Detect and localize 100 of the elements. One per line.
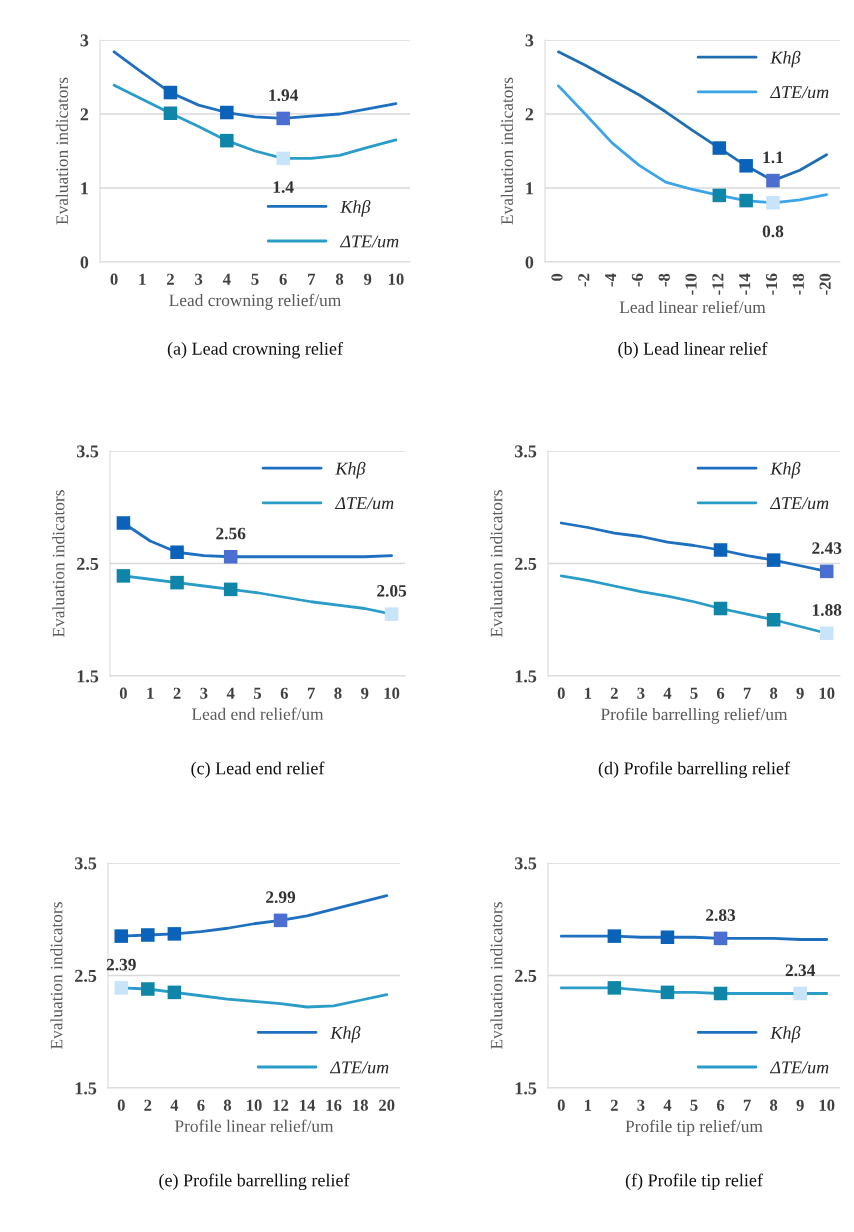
y-tick-label: 3.5 [515,857,537,870]
x-tick-label: -6 [631,273,644,287]
y-tick-label: 3 [80,34,89,47]
point [114,981,129,995]
y-tick-label: 2.5 [515,969,537,983]
data-label: 2.43 [812,542,842,555]
x-tick-label: 0 [110,273,118,285]
x-tick-label: -12 [712,273,724,295]
x-tick-label: 10 [819,1099,835,1111]
legend-label: ΔTE/um [329,1061,389,1074]
x-tick-label: 4 [663,1099,672,1111]
x-tick-label: 10 [819,687,835,699]
x-tick-label: 0 [557,687,565,699]
x-tick-label: 5 [254,687,262,699]
x-tick-label: 5 [251,273,259,285]
x-tick-label: 18 [353,1099,368,1111]
y-tick-label: 3 [525,34,534,47]
text: (d) Profile barrelling relief [598,761,791,779]
x-tick-label: 0 [117,1099,125,1111]
data-label: 1.88 [812,604,842,616]
y-tick-label: 0 [525,256,534,269]
x-tick-label: 8 [770,1099,778,1111]
x-tick-label: 7 [743,687,751,699]
x-axis-title: Profile linear relief/um [174,1119,334,1132]
y-tick-label: 1.5 [75,1082,97,1095]
x-tick-label: 2 [144,1099,152,1111]
y-tick-label: 0 [80,256,89,269]
legend-label: Khβ [770,1026,801,1043]
x-tick-label: 9 [796,687,804,699]
x-tick-label: 3 [200,687,208,699]
x-tick-label: 4 [226,687,235,699]
x-tick-label: 6 [716,687,725,699]
x-tick-label: 7 [743,1099,751,1111]
data-label: 2.56 [216,527,246,540]
x-tick-label: 8 [334,687,342,699]
y-tick-label: 2.5 [515,557,537,571]
data-label: 2.99 [266,891,296,904]
legend-label: ΔTE/um [334,497,394,510]
x-axis-title: Lead crowning relief/um [169,293,342,310]
y-tick-label: 2 [80,108,89,121]
x-tick-label: 9 [361,687,369,699]
legend-label: ΔTE/um [769,1061,829,1074]
point [114,929,129,943]
text: (b) Lead linear relief [618,341,768,359]
data-label: 1.4 [273,181,294,193]
point [167,927,182,941]
x-tick-label: -14 [739,273,751,295]
y-tick-label: 3.5 [75,857,97,870]
point [141,928,155,942]
x-tick-label: 2 [173,687,181,699]
legend-label: ΔTE/um [339,235,399,248]
y-tick-label: 3.5 [515,445,537,458]
x-tick-label: -10 [685,273,697,295]
x-tick-label: 6 [279,273,287,285]
x-tick-label: 2 [610,687,618,699]
y-tick-label: 3.5 [77,445,99,458]
y-tick-label: 1.5 [77,670,99,683]
legend-label: Khβ [340,200,371,217]
x-tick-label: 10 [388,273,404,285]
data-label: 2.34 [785,964,816,977]
x-tick-label: -18 [792,273,804,295]
x-tick-label: 8 [223,1099,232,1111]
x-tick-label: 5 [690,1099,698,1111]
legend-label: Khβ [330,1026,361,1043]
y-tick-label: 1 [81,182,88,195]
text: (a) Lead crowning relief [167,341,343,359]
y-tick-label: 1.5 [515,670,537,683]
x-tick-label: 20 [379,1099,395,1111]
legend-label: ΔTE/um [769,497,829,510]
data-label: 1.1 [763,151,783,164]
x-tick-label: 2 [166,273,174,285]
x-tick-label: 9 [796,1099,804,1111]
x-tick-label: 3 [195,273,203,285]
y-tick-label: 2.5 [77,557,99,571]
x-tick-label: -2 [578,273,590,287]
y-axis-title: Evaluation indicators [50,902,63,1050]
text: (f) Profile tip relief [625,1173,763,1191]
x-tick-label: 6 [197,1099,205,1111]
x-tick-label: 7 [307,687,315,699]
x-tick-label: -8 [658,273,670,287]
x-tick-label: -4 [605,273,617,287]
x-tick-label: 3 [637,687,645,699]
x-axis-title: Lead linear relief/um [619,300,766,314]
x-axis-title: Profile barrelling relief/um [600,707,788,724]
x-tick-label: 8 [335,273,344,285]
x-tick-label: 0 [119,687,127,699]
x-tick-label: 4 [222,273,231,285]
x-tick-label: 0 [551,273,563,281]
y-axis-title: Evaluation indicators [500,77,513,225]
y-tick-label: 1 [526,182,533,195]
x-tick-label: 7 [308,273,316,285]
x-tick-label: 4 [170,1099,179,1111]
legend-label: ΔTE/um [769,86,829,99]
x-tick-label: -20 [819,273,831,295]
point [167,985,182,1000]
x-tick-label: 12 [273,1099,289,1111]
legend-label: Khβ [770,50,801,68]
x-tick-label: 9 [364,273,372,285]
x-tick-label: 1 [147,687,154,699]
x-tick-label: 1 [139,273,146,285]
